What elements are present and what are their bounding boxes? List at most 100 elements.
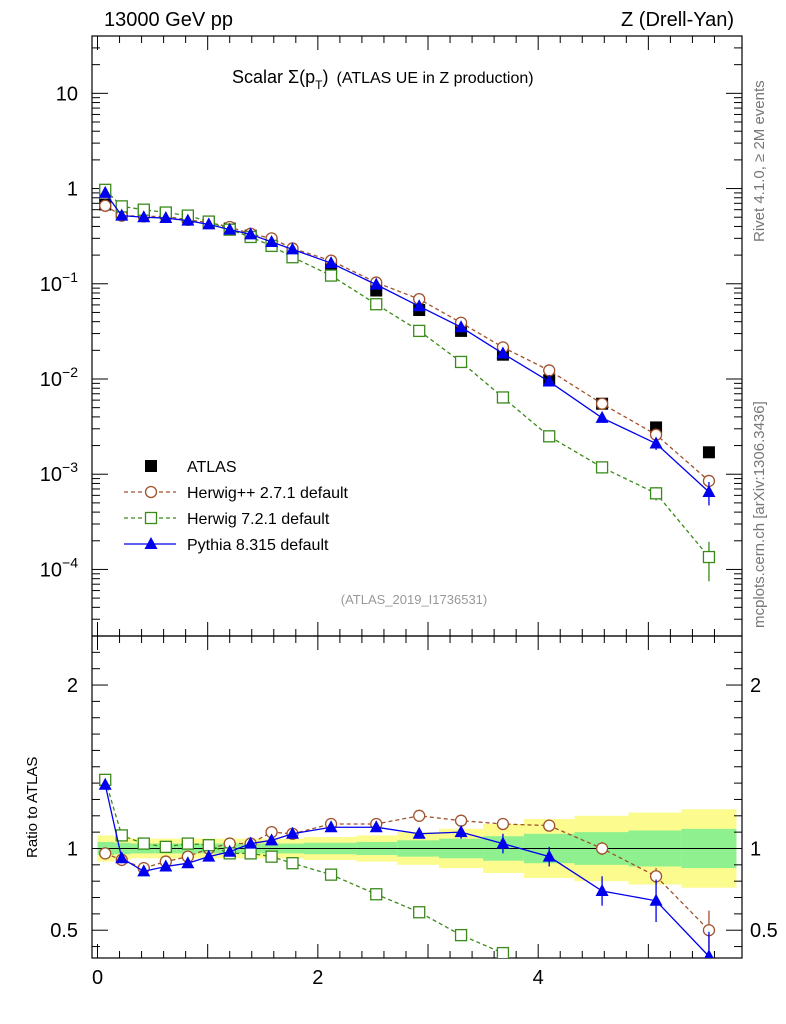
point-pythia [202, 849, 216, 862]
point-pythia [244, 836, 258, 849]
point-herwig7 [702, 550, 716, 564]
point-pythia [595, 883, 609, 896]
point-pythia [98, 777, 112, 790]
point-pythia [412, 299, 426, 312]
point-pythia [181, 213, 195, 226]
x-tick-label: 2 [312, 967, 323, 989]
plot-title-main: Scalar Σ(p [232, 67, 315, 87]
point-pythia [181, 856, 195, 869]
legend-marker-atlas [145, 460, 157, 472]
main-panel: 10 1 10−1 10−2 10−3 10−4 [40, 35, 743, 637]
point-herwig7 [159, 840, 172, 854]
point-herwigpp [99, 847, 112, 860]
point-pythia [542, 374, 556, 387]
point-herwig7 [324, 868, 338, 881]
point-pythia [496, 836, 510, 849]
point-pythia [324, 256, 338, 269]
point-herwigpp [543, 819, 556, 832]
analysis-ref: (ATLAS_2019_I1736531) [341, 592, 487, 607]
point-pythia [115, 208, 129, 221]
point-pythia [496, 346, 510, 359]
point-pythia [137, 210, 151, 223]
point-pythia [223, 844, 237, 857]
point-pythia [454, 825, 468, 838]
point-pythia [159, 859, 173, 872]
point-pythia [244, 227, 258, 240]
legend-label-atlas: ATLAS [187, 459, 237, 476]
point-pythia [137, 864, 151, 877]
point-herwig7 [265, 850, 278, 863]
point-herwig7 [370, 888, 383, 901]
point-herwig7 [202, 839, 215, 852]
point-herwig7 [324, 269, 338, 282]
point-herwig7 [181, 837, 194, 850]
series-pythia [98, 777, 714, 958]
ratio-y-tick-label-right: 1 [750, 838, 761, 860]
y-tick-label: 10−3 [40, 459, 78, 486]
point-pythia [223, 222, 237, 235]
legend-label-herwig7: Herwig 7.2.1 default [187, 511, 330, 528]
series-pythia [98, 185, 716, 506]
y-tick-exponent: −1 [62, 269, 78, 285]
point-pythia [649, 436, 663, 449]
ratio-y-tick-label-right: 0.5 [750, 920, 778, 942]
point-herwig7 [413, 324, 426, 338]
y-tick-label: 10−1 [40, 269, 78, 296]
plot-title: Scalar Σ(pT) (ATLAS UE in Z production) [232, 67, 534, 92]
y-tick-label: 10−4 [40, 554, 78, 581]
point-herwigpp [454, 814, 468, 827]
point-herwig7 [543, 430, 556, 443]
point-pythia [202, 217, 216, 230]
point-herwigpp [543, 364, 556, 377]
legend-label-pythia: Pythia 8.315 default [187, 537, 329, 554]
point-pythia [115, 851, 129, 864]
y-tick-exponent: −2 [62, 364, 78, 380]
y-tick-exponent: −3 [62, 459, 78, 475]
rivet-label: Rivet 4.1.0, ≥ 2M events [751, 80, 768, 242]
point-herwigpp [496, 817, 510, 831]
point-pythia [265, 234, 279, 247]
legend-marker-herwigpp [144, 485, 158, 499]
point-herwig7 [454, 928, 468, 942]
point-pythia [369, 820, 383, 833]
ratio-y-tick-label: 1 [67, 838, 78, 860]
ratio-y-tick-label: 2 [67, 675, 78, 697]
point-herwig7 [244, 847, 257, 860]
point-herwig7 [496, 391, 510, 404]
point-herwig7 [595, 461, 609, 474]
point-herwigpp [595, 397, 609, 410]
series-herwigpp [99, 199, 716, 488]
point-pythia [286, 242, 300, 255]
legend-marker-herwig7 [144, 511, 158, 525]
point-herwig7 [454, 355, 468, 369]
point-pythia [542, 849, 556, 862]
ratio-panel: 0 2 4 0.5 0.5 1 1 2 2 [50, 635, 778, 989]
point-pythia [704, 949, 714, 958]
point-herwig7 [649, 487, 663, 500]
point-pythia [286, 826, 300, 839]
x-tick-label: 4 [533, 967, 544, 989]
point-herwig7 [496, 946, 510, 958]
legend-label-herwigpp: Herwig++ 2.7.1 default [187, 485, 349, 502]
series-line-pythia [104, 192, 710, 493]
plot-title-sub: T [315, 78, 323, 92]
ratio-frame [91, 635, 743, 959]
point-herwig7 [137, 837, 150, 850]
point-pythia [159, 211, 173, 224]
series-line-herwigpp [104, 205, 710, 482]
point-herwig7 [413, 906, 426, 919]
point-pythia [324, 820, 338, 833]
point-pythia [98, 185, 112, 198]
point-pythia [702, 485, 716, 498]
point-pythia [454, 320, 468, 333]
y-tick-label: 10−2 [40, 364, 78, 391]
y-tick-label: 1 [67, 179, 78, 201]
point-pythia [369, 277, 383, 290]
point-herwig7 [370, 298, 383, 311]
legend: ATLAS Herwig++ 2.7.1 default Herwig 7.2.1 … [124, 459, 349, 554]
point-herwigpp [99, 199, 112, 212]
y-tick-mantissa: 10 [40, 559, 62, 581]
point-pythia [595, 410, 609, 423]
point-pythia [265, 833, 279, 846]
plot-title-suffix: (ATLAS UE in Z production) [337, 70, 534, 87]
